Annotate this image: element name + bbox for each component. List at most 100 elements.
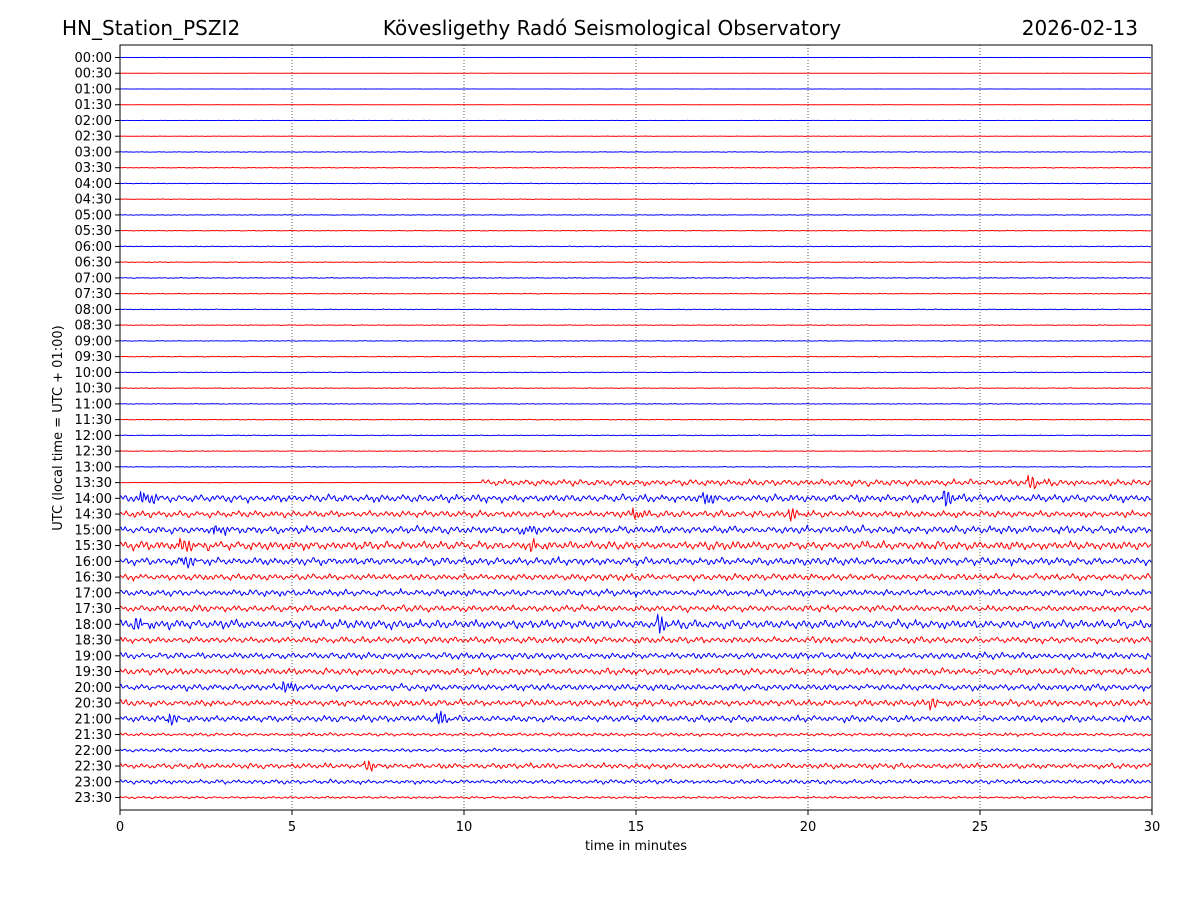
- y-tick-label: 17:30: [75, 602, 112, 617]
- y-tick-label: 09:00: [75, 334, 112, 349]
- y-tick-label: 01:00: [75, 82, 112, 97]
- trace-1330: [119, 474, 1152, 489]
- y-tick-label: 10:00: [75, 366, 112, 381]
- date-label: 2026-02-13: [1022, 16, 1138, 40]
- trace-1830: [119, 636, 1152, 645]
- y-tick-label: 16:30: [75, 571, 112, 586]
- trace-1600: [119, 556, 1152, 569]
- trace-0430: [119, 198, 1152, 201]
- y-tick-label: 12:30: [75, 445, 112, 460]
- trace-0630: [119, 261, 1152, 264]
- y-tick-label: 11:30: [75, 413, 112, 428]
- trace-0300: [119, 151, 1152, 153]
- trace-0330: [119, 166, 1151, 169]
- x-axis-label: time in minutes: [585, 839, 687, 854]
- trace-0600: [119, 245, 1152, 248]
- x-tick-label: 30: [1144, 820, 1161, 835]
- y-tick-label: 05:00: [75, 208, 112, 223]
- x-tick-label: 5: [288, 820, 296, 835]
- y-tick-label: 22:00: [75, 744, 112, 759]
- trace-1730: [119, 604, 1152, 613]
- trace-1800: [119, 613, 1152, 634]
- y-tick-label: 00:00: [75, 51, 112, 66]
- trace-1100: [119, 402, 1152, 405]
- y-tick-label: 22:30: [75, 760, 112, 775]
- trace-1230: [119, 450, 1152, 453]
- grid: [291, 45, 981, 810]
- trace-1430: [119, 507, 1152, 522]
- x-tick-label: 20: [800, 820, 817, 835]
- trace-2030: [119, 698, 1152, 711]
- y-tick-label: 08:30: [75, 319, 112, 334]
- trace-0700: [119, 276, 1152, 279]
- y-tick-label: 06:00: [75, 240, 112, 255]
- y-tick-label: 15:30: [75, 539, 112, 554]
- trace-1930: [119, 667, 1152, 676]
- y-tick-label: 09:30: [75, 350, 112, 365]
- y-tick-label: 18:00: [75, 618, 112, 633]
- chart-title: Kövesligethy Radó Seismological Observat…: [383, 16, 841, 40]
- y-tick-label: 19:00: [75, 649, 112, 664]
- y-tick-label: 07:30: [75, 287, 112, 302]
- trace-2230: [119, 760, 1152, 772]
- traces: [119, 56, 1152, 800]
- trace-1130: [119, 418, 1152, 421]
- y-tick-label: 16:00: [75, 555, 112, 570]
- trace-1030: [119, 387, 1152, 390]
- y-tick-label: 20:30: [75, 697, 112, 712]
- trace-1900: [119, 651, 1152, 661]
- trace-2100: [119, 710, 1152, 726]
- y-tick-label: 23:00: [75, 775, 112, 790]
- y-tick-label: 15:00: [75, 523, 112, 538]
- trace-0900: [119, 339, 1152, 342]
- trace-1630: [119, 572, 1152, 582]
- trace-1500: [119, 524, 1152, 536]
- y-tick-label: 04:00: [75, 177, 112, 192]
- trace-1000: [119, 371, 1152, 374]
- y-tick-label: 14:00: [75, 492, 112, 507]
- x-tick-label: 0: [116, 820, 124, 835]
- trace-2000: [119, 681, 1152, 693]
- y-tick-label: 00:30: [75, 67, 112, 82]
- trace-2330: [119, 795, 1152, 800]
- y-tick-label: 21:00: [75, 712, 112, 727]
- y-tick-label: 05:30: [75, 224, 112, 239]
- trace-1400: [119, 490, 1152, 507]
- x-axis: 0 5 10 15 20 25 30: [116, 810, 1160, 835]
- plot-frame: [119, 44, 1153, 811]
- y-tick-label: 03:30: [75, 161, 112, 176]
- y-tick-label: 23:30: [75, 791, 112, 806]
- y-tick-label: 14:30: [75, 508, 112, 523]
- trace-0830: [119, 324, 1152, 327]
- trace-1300: [119, 465, 1152, 468]
- trace-0930: [119, 355, 1152, 358]
- trace-0500: [119, 214, 1152, 216]
- y-tick-label: 20:00: [75, 681, 112, 696]
- x-tick-label: 15: [628, 820, 645, 835]
- y-axis: 00:0000:3001:0001:3002:0002:3003:0003:30…: [75, 51, 120, 806]
- y-tick-label: 03:00: [75, 145, 112, 160]
- trace-1200: [119, 434, 1152, 437]
- y-tick-label: 02:00: [75, 114, 112, 129]
- trace-0400: [119, 182, 1152, 185]
- y-tick-label: 08:00: [75, 303, 112, 318]
- y-tick-label: 12:00: [75, 429, 112, 444]
- y-tick-label: 10:30: [75, 382, 112, 397]
- y-axis-label: UTC (local time = UTC + 01:00): [51, 325, 66, 530]
- y-tick-label: 01:30: [75, 98, 112, 113]
- trace-0800: [119, 308, 1152, 311]
- trace-2300: [119, 778, 1152, 785]
- y-tick-label: 18:30: [75, 634, 112, 649]
- y-tick-label: 02:30: [75, 130, 112, 145]
- trace-2130: [119, 732, 1152, 737]
- y-tick-label: 17:00: [75, 586, 112, 601]
- y-tick-label: 11:00: [75, 397, 112, 412]
- trace-0530: [119, 229, 1152, 232]
- y-tick-label: 06:30: [75, 256, 112, 271]
- x-tick-label: 25: [972, 820, 989, 835]
- trace-1530: [119, 537, 1152, 553]
- y-tick-label: 04:30: [75, 193, 112, 208]
- trace-1700: [119, 588, 1152, 598]
- y-tick-label: 13:00: [75, 460, 112, 475]
